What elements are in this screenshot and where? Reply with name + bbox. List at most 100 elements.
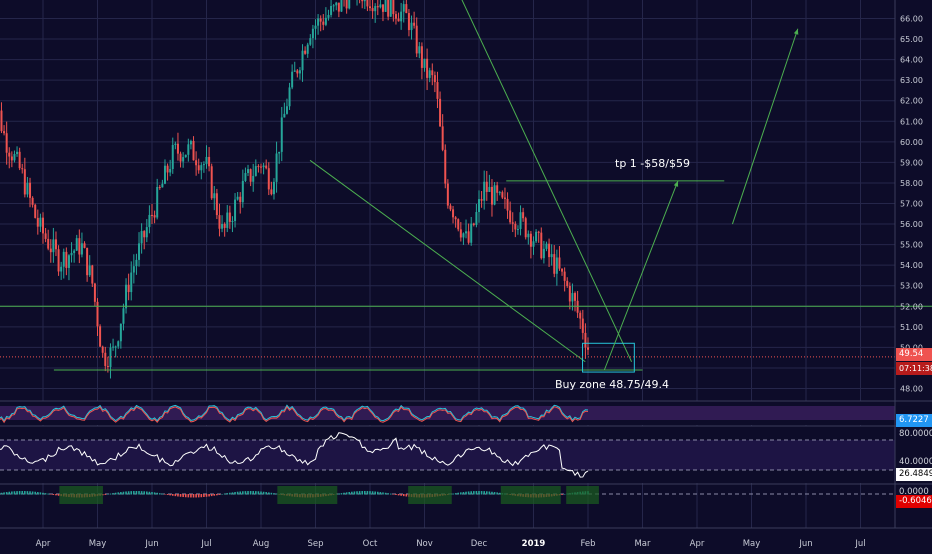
macd-histogram-bar — [49, 494, 52, 495]
macd-histogram-bar — [226, 493, 229, 495]
candle-body — [210, 166, 213, 199]
macd-histogram-bar — [114, 492, 117, 495]
macd-histogram-bar — [125, 491, 127, 495]
candle-body — [501, 192, 504, 198]
candle-body — [158, 186, 161, 188]
macd-histogram-bar — [156, 492, 158, 495]
macd-histogram-bar — [120, 492, 122, 495]
candle-body — [387, 0, 390, 17]
macd-value-tag: -0.6046 — [896, 495, 932, 508]
time-tick-label: Dec — [471, 539, 488, 549]
candle-body — [112, 346, 115, 348]
candle-body — [202, 164, 205, 166]
candle-body — [13, 154, 16, 161]
macd-histogram-bar — [242, 491, 244, 495]
macd-zone — [500, 486, 561, 504]
macd-histogram-bar — [133, 491, 135, 495]
candle-body — [317, 18, 320, 26]
candle-body — [280, 117, 283, 152]
candle-body — [465, 231, 468, 234]
trend-drawings — [0, 0, 932, 373]
candle-body — [18, 151, 21, 169]
candle-body — [426, 58, 429, 78]
candle-body — [267, 168, 270, 190]
candle-body — [584, 332, 587, 348]
candle-body — [23, 169, 26, 195]
macd-histogram-bar — [3, 492, 5, 495]
candle-body — [21, 168, 24, 170]
time-axis: Apr May Jun Jul Aug Sep Oct Nov Dec 2019 Feb Mar Apr… — [36, 539, 866, 549]
candle-body — [223, 223, 226, 228]
candle-body — [485, 181, 488, 192]
macd-histogram-bar — [348, 492, 351, 495]
target-arrow — [603, 180, 679, 371]
candle-body — [52, 239, 55, 253]
macd-histogram-bar — [29, 491, 31, 495]
time-tick-label: Jun — [144, 539, 158, 549]
candle-body — [184, 154, 187, 158]
candle-body — [293, 70, 296, 72]
macd-histogram-bar — [252, 491, 255, 495]
macd-histogram-bar — [402, 494, 405, 497]
candle-body — [509, 210, 512, 223]
candle-body — [195, 160, 198, 166]
price-tick-label: 66.00 — [900, 15, 923, 24]
price-tick-label: 50.00 — [900, 343, 923, 352]
candle-body — [145, 227, 148, 238]
candle-body — [415, 25, 418, 54]
candle-body — [301, 50, 304, 71]
time-tick-label: Mar — [634, 539, 651, 549]
macd-histogram-bar — [231, 492, 234, 495]
candle-body — [535, 231, 538, 242]
candle-body — [114, 346, 117, 348]
macd-histogram-bar — [146, 491, 148, 495]
candle-body — [26, 182, 29, 195]
candle-body — [566, 280, 569, 286]
candle-body — [127, 284, 130, 293]
candle-body — [117, 341, 120, 347]
price-tick-label: 64.00 — [900, 56, 923, 65]
candle-body — [200, 165, 203, 171]
candle-body — [80, 243, 83, 255]
current-price-tag: 49.54 — [896, 348, 932, 361]
candle-body — [418, 46, 421, 54]
candle-body — [187, 144, 190, 155]
macd-histogram-bar — [239, 491, 242, 495]
candle-body — [91, 265, 94, 284]
macd-histogram-bar — [192, 494, 195, 498]
macd-histogram-bar — [491, 491, 493, 495]
candle-body — [506, 198, 509, 211]
candle-body — [439, 98, 442, 127]
macd-histogram-bar — [148, 491, 151, 495]
candle-body — [548, 243, 551, 258]
candle-body — [436, 82, 439, 99]
macd-histogram-bar — [376, 491, 379, 495]
macd-histogram-bar — [257, 491, 260, 495]
candle-body — [371, 8, 374, 12]
macd-histogram-bar — [460, 492, 462, 495]
candle-body — [550, 254, 553, 258]
macd-histogram-bar — [465, 491, 467, 495]
take-profit-label: tp 1 -$58/$59 — [615, 157, 690, 170]
macd-histogram-bar — [405, 494, 408, 497]
candle-body — [231, 220, 234, 222]
macd-histogram-bar — [174, 494, 177, 497]
candle-body — [192, 140, 195, 161]
candle-body — [189, 140, 192, 145]
macd-histogram-bar — [135, 491, 138, 495]
price-tick-label: 61.00 — [900, 117, 923, 126]
price-tick-label: 59.00 — [900, 158, 923, 167]
macd-histogram-bar — [44, 493, 47, 495]
macd-histogram-bar — [229, 492, 231, 495]
candle-body — [151, 214, 153, 216]
macd-histogram-bar — [478, 491, 480, 495]
macd-histogram-bar — [0, 492, 3, 495]
candle-body — [239, 196, 242, 203]
price-tick-label: 57.00 — [900, 200, 923, 209]
candle-body — [101, 346, 104, 353]
candle-body — [205, 156, 208, 165]
macd-histogram-bar — [470, 491, 473, 495]
candle-body — [29, 182, 32, 198]
